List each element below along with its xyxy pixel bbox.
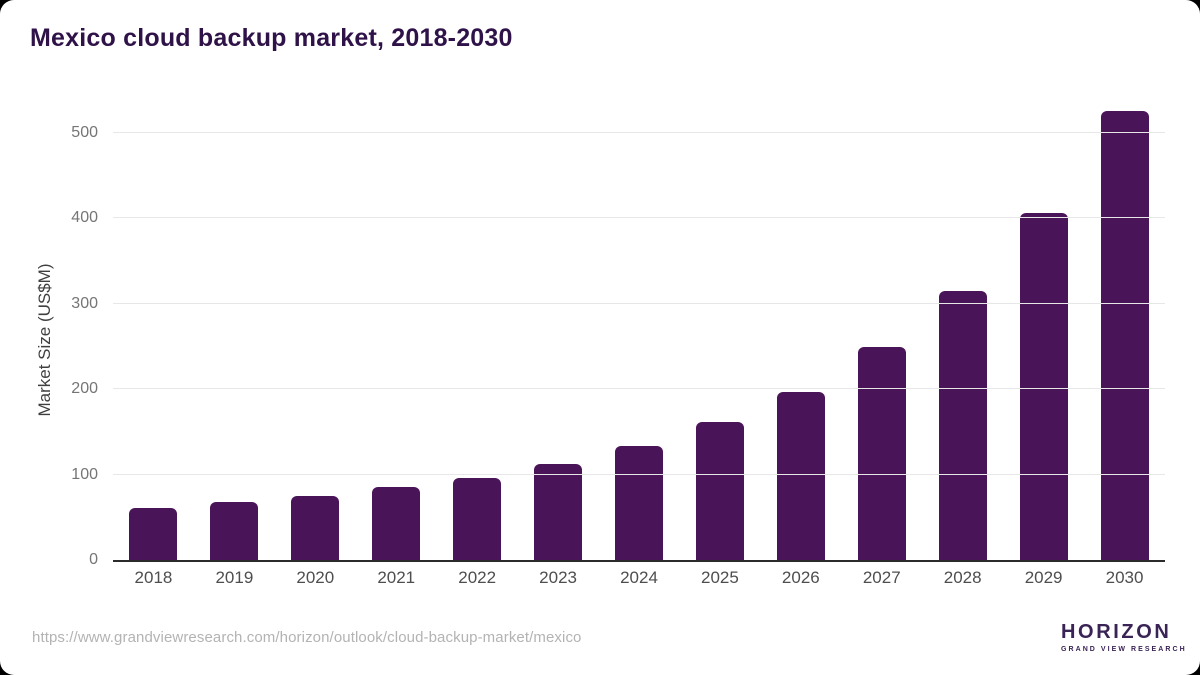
x-axis-labels: 2018 2019 2020 2021 2022 2023 2024 2025 2026 2027… <box>113 568 1165 588</box>
bar-2025 <box>695 421 744 560</box>
logo-sun-dot <box>1027 631 1041 644</box>
x-tick-label-2030: 2030 <box>1105 568 1144 587</box>
bar-2030 <box>1100 110 1149 560</box>
horizon-sun-icon <box>1018 621 1050 653</box>
logo-subtitle: GRAND VIEW RESEARCH <box>1061 645 1187 653</box>
x-tick-label-2023: 2023 <box>539 568 577 587</box>
x-tick-label-2024: 2024 <box>620 568 658 587</box>
logo-reflection-line <box>1028 643 1040 646</box>
bar-2018 <box>129 507 178 560</box>
bar-2029 <box>1019 213 1068 560</box>
x-tick-label-2021: 2021 <box>377 568 416 587</box>
x-tick-label-2019: 2019 <box>215 568 254 587</box>
bar-slot-2027 <box>841 100 922 560</box>
bar-2026 <box>776 391 825 560</box>
plot-area: 0 100 200 300 400 500 <box>71 100 1165 568</box>
bar-slot-2024 <box>599 100 680 560</box>
bar-2028 <box>938 291 987 560</box>
bar-slot-2020 <box>275 100 356 560</box>
gridline-400 <box>113 217 1165 219</box>
y-tick-label-0: 0 <box>89 551 98 568</box>
y-tick-label-100: 100 <box>71 465 98 483</box>
bar-2023 <box>534 464 583 560</box>
gridline-100 <box>113 473 1165 475</box>
bars-container <box>113 100 1165 560</box>
bar-2022 <box>453 478 502 560</box>
bar-slot-2026 <box>760 100 841 560</box>
logo-text: HORIZON GRAND VIEW RESEARCH <box>1061 622 1187 653</box>
bar-2020 <box>291 495 340 560</box>
x-tick-label-2022: 2022 <box>458 568 497 587</box>
gridline-300 <box>113 302 1165 304</box>
bar-slot-2029 <box>1003 100 1084 560</box>
y-tick-label-300: 300 <box>71 294 98 312</box>
x-tick-label-2028: 2028 <box>943 568 982 587</box>
x-tick-label-2020: 2020 <box>296 568 335 587</box>
bar-slot-2022 <box>437 100 518 560</box>
bar-slot-2023 <box>518 100 599 560</box>
bar-2027 <box>857 347 906 560</box>
bar-slot-2021 <box>356 100 437 560</box>
gridline-200 <box>113 388 1165 390</box>
bar-slot-2028 <box>922 100 1003 560</box>
chart-title: Mexico cloud backup market, 2018-2030 <box>30 24 513 52</box>
horizon-logo: HORIZON GRAND VIEW RESEARCH <box>1018 621 1187 653</box>
x-tick-label-2018: 2018 <box>134 568 173 587</box>
x-tick-label-2029: 2029 <box>1024 568 1063 587</box>
x-tick-label-2026: 2026 <box>781 568 820 587</box>
bar-slot-2030 <box>1084 100 1165 560</box>
bar-2024 <box>614 446 663 560</box>
y-tick-label-400: 400 <box>71 209 98 227</box>
bar-slot-2019 <box>194 100 275 560</box>
y-tick-label-500: 500 <box>71 124 98 141</box>
logo-reflection-line <box>1030 646 1038 649</box>
source-url: https://www.grandviewresearch.com/horizo… <box>32 629 582 646</box>
logo-name: HORIZON <box>1061 620 1172 643</box>
y-tick-label-200: 200 <box>71 380 98 398</box>
x-tick-label-2025: 2025 <box>701 568 739 587</box>
bar-2019 <box>210 501 259 560</box>
gridline-500 <box>113 132 1165 133</box>
x-tick-label-2027: 2027 <box>862 568 901 587</box>
bar-slot-2025 <box>679 100 760 560</box>
bar-2021 <box>372 487 421 560</box>
bar-slot-2018 <box>113 100 194 560</box>
